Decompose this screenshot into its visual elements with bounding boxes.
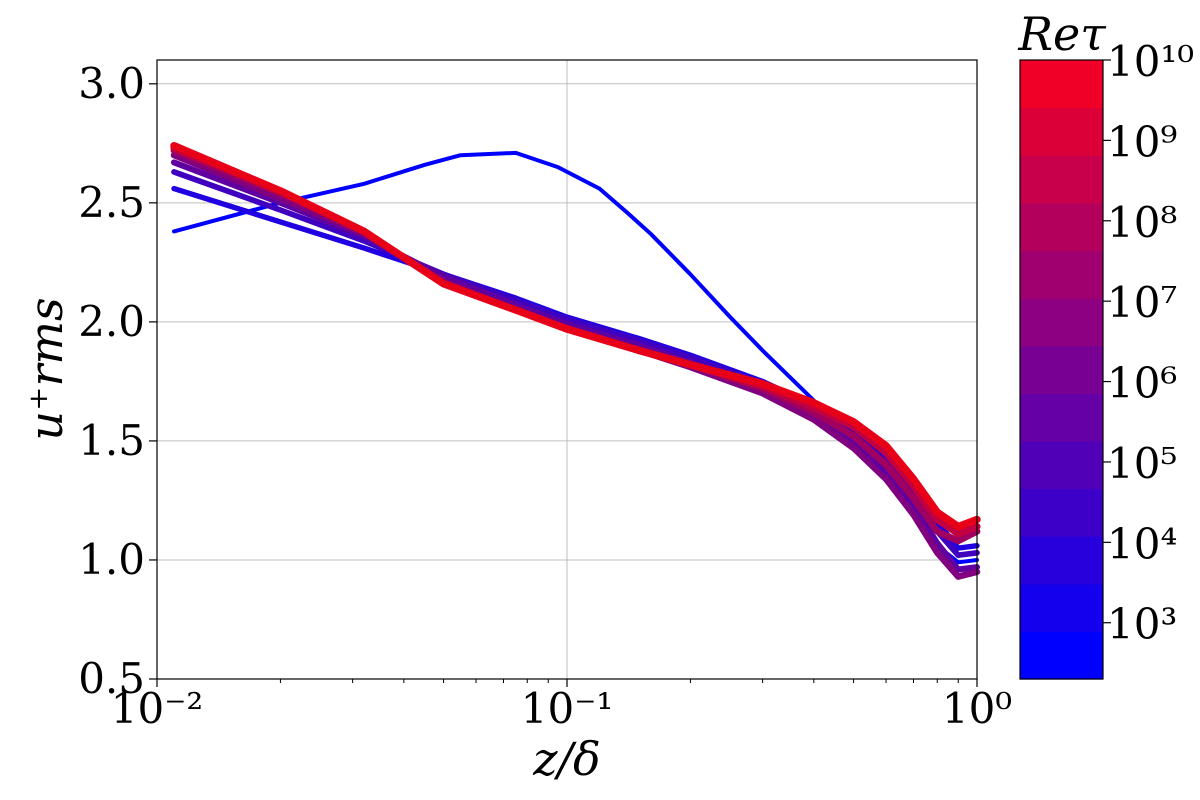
colorbar-segment: [1020, 60, 1103, 109]
y-axis-label: u⁺rms: [19, 297, 73, 440]
colorbar-frame: [1019, 59, 1104, 680]
colorbar-segment: [1020, 107, 1103, 156]
series-line: [170, 151, 981, 580]
x-axis-label: z/δ: [532, 732, 600, 786]
colorbar-segment: [1020, 155, 1103, 204]
colorbar-segment: [1020, 298, 1103, 347]
colorbar-segment: [1020, 536, 1103, 585]
colorbar-segment: [1020, 202, 1103, 252]
colorbar-tick-label: 10⁷: [1107, 278, 1177, 327]
y-tick-label: 1.0: [78, 535, 145, 584]
series-line: [171, 169, 980, 559]
series-lines: [170, 141, 981, 580]
x-tick-label: 10⁻²: [111, 684, 203, 733]
series-line: [171, 185, 980, 551]
colorbar-segment: [1020, 393, 1103, 442]
grid-lines: [156, 60, 978, 680]
colorbar: 10³ 10⁴ 10⁵ 10⁶ 10⁷ 10⁸ 10⁹ 10¹⁰: [1019, 37, 1194, 680]
colorbar-tick-label: 10⁹: [1107, 117, 1177, 166]
colorbar-tick-label: 10⁴: [1107, 519, 1177, 568]
colorbar-tick-label: 10¹⁰: [1107, 37, 1194, 86]
x-tick-label: 10⁰: [942, 684, 1012, 733]
series-line: [170, 141, 981, 531]
colorbar-segment: [1020, 631, 1103, 680]
y-tick-label: 3.0: [78, 59, 145, 108]
colorbar-tick-label: 10³: [1107, 600, 1177, 649]
colorbar-segment: [1020, 440, 1103, 490]
colorbar-title: Reτ: [1017, 7, 1107, 61]
axis-ticks: 0.5 1.0 1.5 2.0 2.5 3.0 10⁻² 10⁻¹ 10⁰: [78, 59, 1012, 733]
colorbar-segment: [1020, 250, 1103, 299]
y-tick-label: 1.5: [78, 416, 145, 465]
colorbar-segment: [1020, 583, 1103, 632]
colorbar-segment: [1020, 488, 1103, 537]
y-tick-label: 2.5: [78, 178, 145, 227]
y-tick-label: 2.0: [78, 297, 145, 346]
x-tick-label: 10⁻¹: [521, 684, 613, 733]
colorbar-segment: [1020, 345, 1103, 394]
y-tick-label: 0.5: [78, 654, 145, 703]
series-line: [170, 159, 981, 573]
colorbar-tick-label: 10⁵: [1107, 439, 1177, 488]
colorbar-tick-label: 10⁸: [1107, 198, 1177, 247]
colorbar-tick-label: 10⁶: [1107, 359, 1177, 408]
